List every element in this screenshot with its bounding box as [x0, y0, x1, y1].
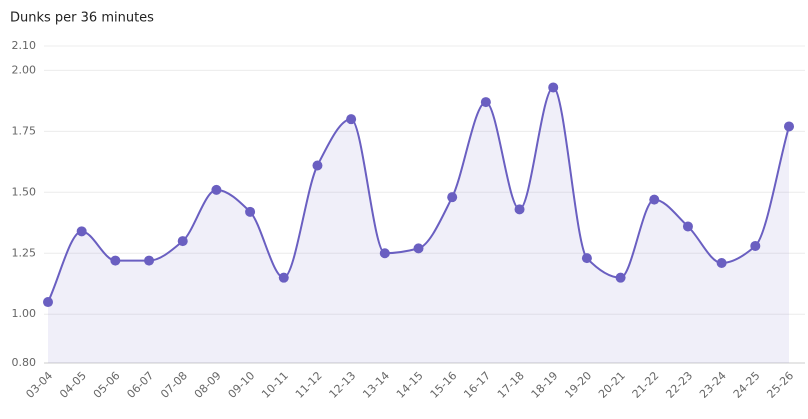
y-tick-label: 2.10	[12, 39, 37, 52]
point	[548, 82, 559, 93]
x-tick-label: 09-10	[226, 369, 258, 401]
x-tick-label: 17-18	[495, 369, 527, 401]
point	[784, 121, 794, 132]
point	[682, 221, 693, 232]
y-tick-label: 1.25	[12, 246, 37, 259]
point	[716, 258, 727, 269]
y-tick-label: 1.50	[12, 185, 37, 198]
y-tick-label: 1.00	[12, 307, 37, 320]
x-tick-label: 03-04	[23, 369, 55, 401]
x-tick-label: 23-24	[697, 369, 729, 401]
point	[615, 272, 626, 283]
x-tick-label: 25-26	[764, 369, 796, 401]
x-tick-label: 10-11	[259, 369, 291, 401]
x-tick-label: 21-22	[630, 369, 662, 401]
point	[245, 206, 256, 217]
x-tick-label: 14-15	[394, 369, 426, 401]
point	[514, 204, 525, 215]
x-tick-label: 16-17	[461, 369, 493, 401]
point	[211, 184, 222, 195]
x-tick-label: 12-13	[327, 369, 359, 401]
chart-title: Dunks per 36 minutes	[10, 11, 154, 26]
x-tick-label: 18-19	[529, 369, 561, 401]
point	[750, 240, 761, 251]
point	[278, 272, 289, 283]
point	[413, 243, 424, 254]
y-tick-label: 0.80	[12, 356, 37, 369]
point	[76, 226, 87, 237]
point	[144, 255, 155, 266]
x-tick-label: 15-16	[428, 369, 460, 401]
x-tick-label: 11-12	[293, 369, 325, 401]
x-tick-label: 20-21	[596, 369, 628, 401]
x-tick-label: 13-14	[360, 369, 392, 401]
y-tick-label: 1.75	[12, 124, 37, 137]
area	[48, 87, 789, 363]
point	[649, 194, 660, 205]
x-tick-label: 19-20	[562, 369, 594, 401]
point	[480, 97, 491, 108]
x-tick-label: 08-09	[192, 369, 224, 401]
x-tick-label: 07-08	[158, 369, 190, 401]
point	[43, 297, 53, 308]
x-tick-label: 22-23	[663, 369, 695, 401]
x-tick-label: 06-07	[124, 369, 156, 401]
point	[346, 114, 357, 125]
point	[447, 192, 458, 203]
x-tick-label: 04-05	[57, 369, 89, 401]
point	[177, 236, 188, 247]
point	[110, 255, 121, 266]
x-tick-label: 24-25	[731, 369, 763, 401]
y-tick-label: 2.00	[12, 63, 37, 76]
point	[312, 160, 323, 171]
point	[379, 248, 390, 259]
point	[581, 253, 592, 264]
x-tick-label: 05-06	[91, 369, 123, 401]
